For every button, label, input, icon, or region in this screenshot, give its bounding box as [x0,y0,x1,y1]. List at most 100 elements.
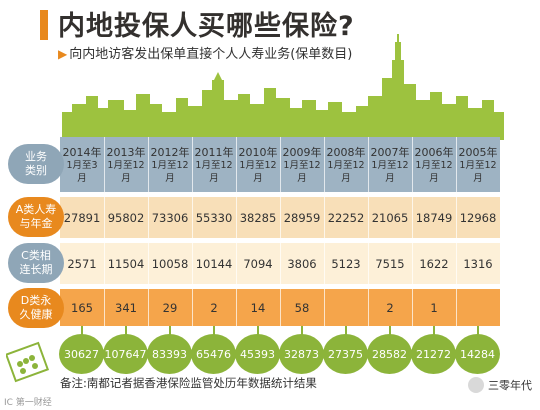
total-bubble: 28582 [367,334,412,374]
table-cell: 18749 [415,210,453,225]
column-period: 1月至12月 [107,159,145,184]
table-cell: 5123 [331,256,361,271]
table-cell: 7094 [243,256,273,271]
subtitle-text: 向内地访客发出保单直接个人人寿业务(保单数目) [69,47,353,62]
table-cell: 3806 [287,256,317,271]
column-year: 2009年 [282,145,322,159]
table-cell: 1316 [463,256,493,271]
table-cell: 10058 [151,256,189,271]
table-cell: 12968 [459,210,497,225]
watermark-badge: 三零年代 [468,377,532,393]
table-cell [456,289,500,326]
table-cell: 1622 [419,256,449,271]
column-header: 2005年 1月至12月 [458,140,498,190]
column-header: 2009年 1月至12月 [282,140,322,190]
column-year: 2012年 [150,145,190,159]
column-header: 2008年 1月至12月 [326,140,366,190]
total-stem [81,326,83,336]
column-header: 2012年 1月至12月 [150,140,190,190]
table-cell: 2 [210,300,218,315]
column-header: 2011年 1月至12月 [194,140,234,190]
page-title: 内地投保人买哪些保险? [58,11,355,42]
footnote: 备注:南都记者据香港保险监管处历年数据统计结果 [60,376,317,390]
wechat-icon [468,377,484,393]
table-cell: 2571 [67,256,97,271]
column-period: 1月至12月 [459,159,497,184]
table-cell: 165 [71,300,93,315]
column-year: 2005年 [458,145,498,159]
total-stem [433,326,435,336]
column-header: 2010年 1月至12月 [238,140,278,190]
total-stem [301,326,303,336]
table-cell: 22252 [327,210,365,225]
table-cell: 21065 [371,210,409,225]
title-accent [40,10,48,40]
column-year: 2006年 [414,145,454,159]
table-cell: 58 [294,300,310,315]
triangle-icon: ▶ [58,47,68,61]
table-cell: 14 [250,300,266,315]
column-divider [368,137,369,326]
column-divider [236,137,237,326]
column-year: 2007年 [370,145,410,159]
total-bubble: 83393 [147,334,192,374]
column-period: 1月至12月 [327,159,365,184]
column-divider [148,137,149,326]
table-cell: 27891 [63,210,101,225]
column-year: 2013年 [106,145,146,159]
column-divider [456,137,457,326]
total-stem [169,326,171,336]
header-row-label: 业务 类别 [8,144,64,184]
column-year: 2014年 [62,145,102,159]
column-divider [324,137,325,326]
column-header: 2014年 1月至3月 [62,140,102,190]
column-header: 2006年 1月至12月 [414,140,454,190]
city-skyline-illustration [62,34,504,140]
table-cell [324,289,368,326]
column-divider [104,137,105,326]
table-cell: 1 [430,300,438,315]
total-bubble: 45393 [235,334,280,374]
table-cell: 11504 [107,256,145,271]
column-header: 2013年 1月至12月 [106,140,146,190]
table-cell: 29 [162,300,178,315]
total-stem [477,326,479,336]
row-a-label: A类人寿 与年金 [8,197,64,237]
column-period: 1月至12月 [239,159,277,184]
column-period: 1月至12月 [195,159,233,184]
total-stem [257,326,259,336]
column-period: 1月至12月 [151,159,189,184]
total-bubble: 65476 [191,334,236,374]
column-year: 2011年 [194,145,234,159]
row-c-label: C类相 连长期 [8,243,64,283]
column-period: 1月至3月 [66,159,98,184]
column-period: 1月至12月 [415,159,453,184]
total-bubble: 27375 [323,334,368,374]
abacus-icon [6,341,50,383]
table-cell: 38285 [239,210,277,225]
table-cell: 28959 [283,210,321,225]
table-cell: 55330 [195,210,233,225]
table-cell: 73306 [151,210,189,225]
total-stem [389,326,391,336]
total-bubble: 21272 [411,334,456,374]
total-bubble: 14284 [455,334,500,374]
watermark-text: 三零年代 [488,379,532,392]
watermark-left: IC 第一财经 [4,398,52,408]
row-d-label: D类永 久健康 [8,288,64,328]
total-stem [125,326,127,336]
total-bubble: 30627 [59,334,104,374]
total-stem [345,326,347,336]
table-cell: 95802 [107,210,145,225]
total-bubble: 107647 [103,334,148,374]
column-year: 2008年 [326,145,366,159]
column-year: 2010年 [238,145,278,159]
table-cell: 7515 [375,256,405,271]
table-cell: 2 [386,300,394,315]
column-divider [412,137,413,326]
column-divider [280,137,281,326]
column-period: 1月至12月 [371,159,409,184]
total-stem [213,326,215,336]
column-divider [192,137,193,326]
table-cell: 10144 [195,256,233,271]
